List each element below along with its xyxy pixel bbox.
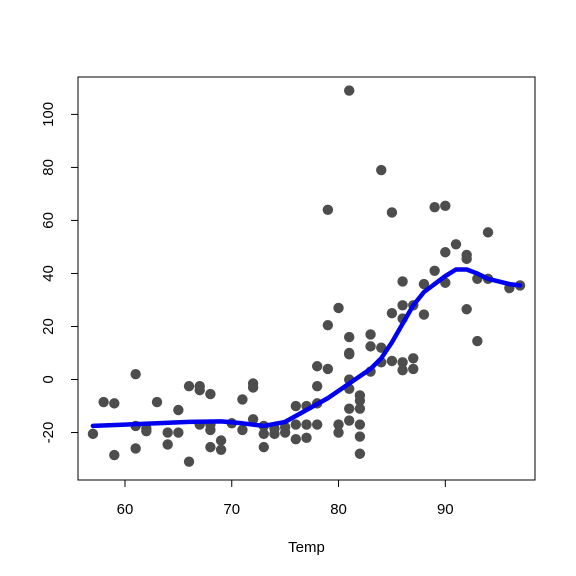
y-tick-label: -20 [40,422,57,444]
data-point [237,394,248,405]
data-point [408,363,419,375]
data-point [354,403,366,414]
data-point [354,431,366,442]
data-point [183,380,195,392]
data-point [205,441,216,453]
smooth-line-layer [90,267,523,429]
data-point [397,365,408,376]
data-point [344,349,355,360]
data-point [130,443,141,454]
data-point [365,341,376,352]
y-tick-label: 100 [40,102,57,127]
data-point [418,278,430,290]
data-point [301,432,312,444]
data-point [408,353,419,364]
smooth-line [90,267,523,429]
data-point [322,319,334,331]
data-point [301,419,312,430]
data-point [311,361,323,372]
data-point [237,424,248,436]
data-point [205,388,216,400]
data-point [397,276,408,287]
data-point [333,419,344,430]
data-point [354,419,366,430]
data-point [173,404,184,416]
data-point [311,419,323,430]
data-point [215,444,227,455]
data-point [397,300,408,311]
data-point [450,239,462,250]
x-tick-label: 90 [437,501,454,518]
data-point [183,456,195,467]
data-point [194,384,205,396]
data-point [311,380,323,392]
data-point [258,441,269,453]
data-point [386,207,398,218]
data-point [290,419,302,430]
data-point [258,428,269,440]
data-point [376,342,387,353]
data-point [386,308,398,319]
y-tick-label: 20 [40,318,57,335]
data-point [290,400,302,412]
data-point [247,414,259,425]
data-point [162,439,173,450]
y-tick-label: 40 [40,265,57,282]
data-point [173,427,184,438]
data-point [461,253,472,265]
data-point [376,164,387,176]
x-tick-label: 70 [223,501,240,518]
data-point [461,304,472,315]
data-point [354,448,366,459]
data-point [482,227,494,238]
data-point [418,309,430,320]
data-point [344,415,355,426]
points-layer [87,85,526,467]
data-point [162,427,173,438]
data-point [397,357,408,368]
y-tick-label: 80 [40,159,57,176]
data-point [429,265,440,277]
x-tick-label: 60 [117,501,134,518]
data-point [440,200,451,212]
data-point [247,382,259,393]
data-point [354,395,366,406]
data-point [472,335,483,347]
data-point [440,247,451,258]
data-point [109,398,120,409]
data-point [98,396,109,408]
data-point [344,403,355,414]
data-point [151,396,163,408]
y-tick-label: 60 [40,212,57,229]
data-point [333,427,344,438]
data-point [386,355,398,367]
data-point [215,435,227,446]
x-axis: 60 70 80 90 [117,479,454,518]
data-point [130,369,141,380]
y-axis: -20 0 20 40 60 80 100 [40,102,79,444]
data-point [109,449,120,461]
data-point [365,329,376,340]
data-point [322,204,334,216]
x-tick-label: 80 [330,501,347,518]
data-point [290,433,302,445]
data-point [344,85,355,96]
data-point [322,363,334,375]
data-point [429,201,440,213]
data-point [333,302,344,314]
y-tick-label: 0 [40,375,57,383]
data-point [344,331,355,343]
x-axis-title: Temp [288,539,325,556]
data-point [87,428,99,440]
